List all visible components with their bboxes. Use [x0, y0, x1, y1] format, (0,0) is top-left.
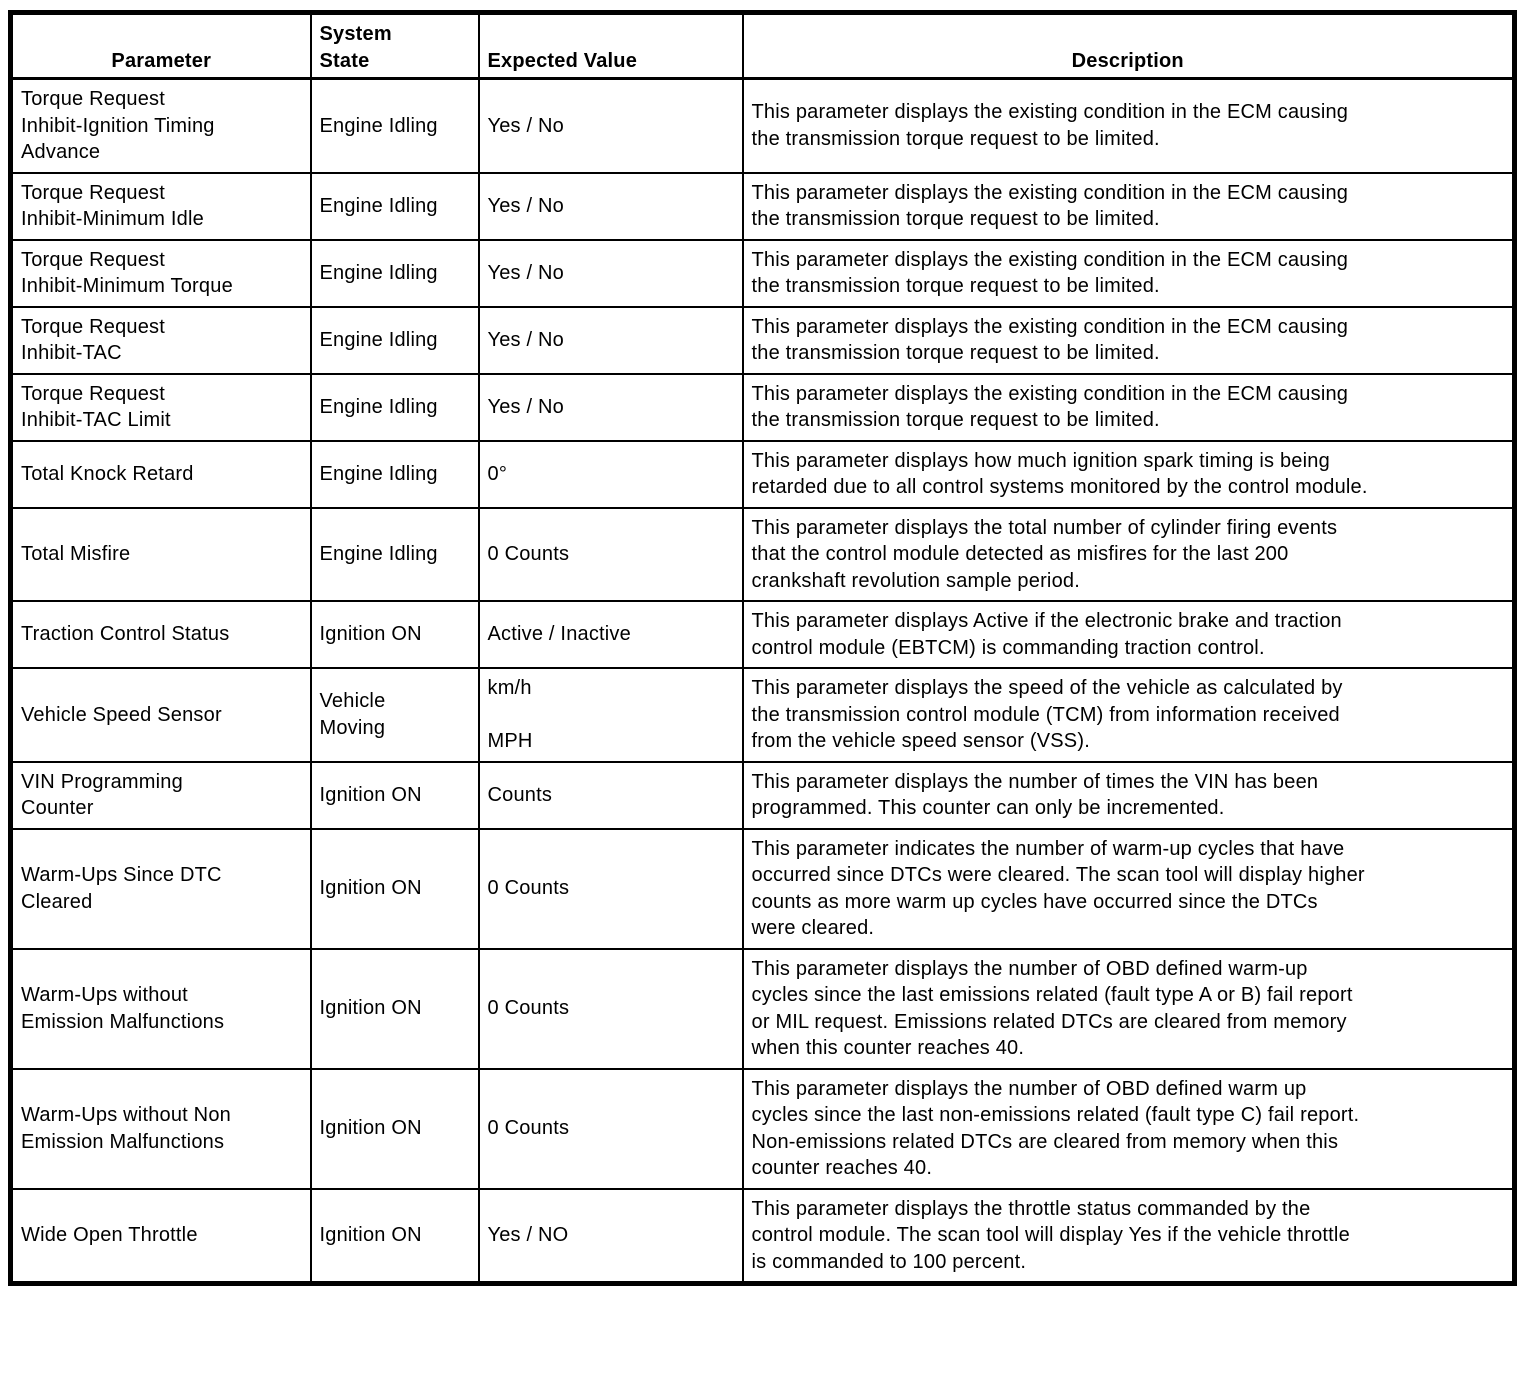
- header-system-state: System State: [309, 11, 480, 80]
- cell-description: This parameter displays the number of OB…: [741, 947, 1516, 1070]
- cell-system-state: Engine Idling: [309, 372, 480, 442]
- cell-parameter: Warm-Ups Since DTC Cleared: [9, 827, 312, 950]
- cell-expected-value: km/h MPH: [477, 667, 744, 763]
- cell-description: This parameter displays the total number…: [741, 506, 1516, 602]
- cell-description: This parameter displays the existing con…: [741, 305, 1516, 375]
- cell-system-state: Ignition ON: [309, 947, 480, 1070]
- table-row: Total Misfire Engine Idling 0 Counts Thi…: [9, 506, 1516, 602]
- cell-parameter: Wide Open Throttle: [9, 1187, 312, 1285]
- cell-system-state: Vehicle Moving: [309, 667, 480, 763]
- cell-expected-value: 0 Counts: [477, 506, 744, 602]
- cell-description: This parameter displays the existing con…: [741, 372, 1516, 442]
- cell-expected-value: 0°: [477, 439, 744, 509]
- cell-expected-value: Counts: [477, 760, 744, 830]
- cell-system-state: Ignition ON: [309, 600, 480, 669]
- cell-system-state: Engine Idling: [309, 238, 480, 308]
- cell-parameter: Torque Request Inhibit-Minimum Torque: [9, 238, 312, 308]
- table-row: Torque Request Inhibit-Minimum Torque En…: [9, 238, 1516, 308]
- cell-parameter: Torque Request Inhibit-TAC: [9, 305, 312, 375]
- cell-system-state: Ignition ON: [309, 1187, 480, 1285]
- cell-description: This parameter displays how much ignitio…: [741, 439, 1516, 509]
- cell-parameter: Warm-Ups without Non Emission Malfunctio…: [9, 1067, 312, 1190]
- cell-parameter: Torque Request Inhibit-Ignition Timing A…: [9, 77, 312, 174]
- cell-expected-value: 0 Counts: [477, 1067, 744, 1190]
- cell-system-state: Engine Idling: [309, 439, 480, 509]
- cell-parameter: Warm-Ups without Emission Malfunctions: [9, 947, 312, 1070]
- cell-description: This parameter displays Active if the el…: [741, 600, 1516, 669]
- table-row: Total Knock Retard Engine Idling 0° This…: [9, 439, 1516, 509]
- cell-system-state: Engine Idling: [309, 305, 480, 375]
- cell-description: This parameter displays the number of ti…: [741, 760, 1516, 830]
- cell-description: This parameter displays the existing con…: [741, 77, 1516, 174]
- header-parameter: Parameter: [9, 11, 312, 80]
- cell-system-state: Engine Idling: [309, 506, 480, 602]
- cell-parameter: Torque Request Inhibit-TAC Limit: [9, 372, 312, 442]
- table-row: Warm-Ups without Non Emission Malfunctio…: [9, 1067, 1516, 1190]
- cell-expected-value: Yes / No: [477, 171, 744, 241]
- table-row: Traction Control Status Ignition ON Acti…: [9, 600, 1516, 669]
- cell-description: This parameter displays the number of OB…: [741, 1067, 1516, 1190]
- cell-expected-value: 0 Counts: [477, 947, 744, 1070]
- header-description: Description: [741, 11, 1516, 80]
- table-row: Wide Open Throttle Ignition ON Yes / NO …: [9, 1187, 1516, 1285]
- cell-parameter: Torque Request Inhibit-Minimum Idle: [9, 171, 312, 241]
- table-row: Torque Request Inhibit-Minimum Idle Engi…: [9, 171, 1516, 241]
- cell-parameter: VIN Programming Counter: [9, 760, 312, 830]
- cell-parameter: Vehicle Speed Sensor: [9, 667, 312, 763]
- cell-system-state: Ignition ON: [309, 760, 480, 830]
- cell-expected-value: 0 Counts: [477, 827, 744, 950]
- table-row: Vehicle Speed Sensor Vehicle Moving km/h…: [9, 667, 1516, 763]
- table-row: Warm-Ups Since DTC Cleared Ignition ON 0…: [9, 827, 1516, 950]
- cell-description: This parameter displays the existing con…: [741, 238, 1516, 308]
- cell-system-state: Ignition ON: [309, 827, 480, 950]
- cell-system-state: Ignition ON: [309, 1067, 480, 1190]
- table-row: Warm-Ups without Emission Malfunctions I…: [9, 947, 1516, 1070]
- cell-parameter: Total Knock Retard: [9, 439, 312, 509]
- cell-description: This parameter displays the throttle sta…: [741, 1187, 1516, 1285]
- cell-expected-value: Yes / No: [477, 77, 744, 174]
- cell-description: This parameter displays the speed of the…: [741, 667, 1516, 763]
- cell-expected-value: Yes / No: [477, 305, 744, 375]
- table-row: Torque Request Inhibit-TAC Limit Engine …: [9, 372, 1516, 442]
- cell-description: This parameter indicates the number of w…: [741, 827, 1516, 950]
- table-row: Torque Request Inhibit-Ignition Timing A…: [9, 77, 1516, 174]
- cell-system-state: Engine Idling: [309, 77, 480, 174]
- cell-parameter: Traction Control Status: [9, 600, 312, 669]
- cell-parameter: Total Misfire: [9, 506, 312, 602]
- parameters-table: Parameter System State Expected Value De…: [8, 10, 1517, 1286]
- cell-expected-value: Yes / No: [477, 372, 744, 442]
- cell-expected-value: Yes / NO: [477, 1187, 744, 1285]
- cell-system-state: Engine Idling: [309, 171, 480, 241]
- cell-expected-value: Active / Inactive: [477, 600, 744, 669]
- cell-description: This parameter displays the existing con…: [741, 171, 1516, 241]
- header-expected-value: Expected Value: [477, 11, 744, 80]
- table-header-row: Parameter System State Expected Value De…: [9, 11, 1516, 80]
- table-row: Torque Request Inhibit-TAC Engine Idling…: [9, 305, 1516, 375]
- table-row: VIN Programming Counter Ignition ON Coun…: [9, 760, 1516, 830]
- cell-expected-value: Yes / No: [477, 238, 744, 308]
